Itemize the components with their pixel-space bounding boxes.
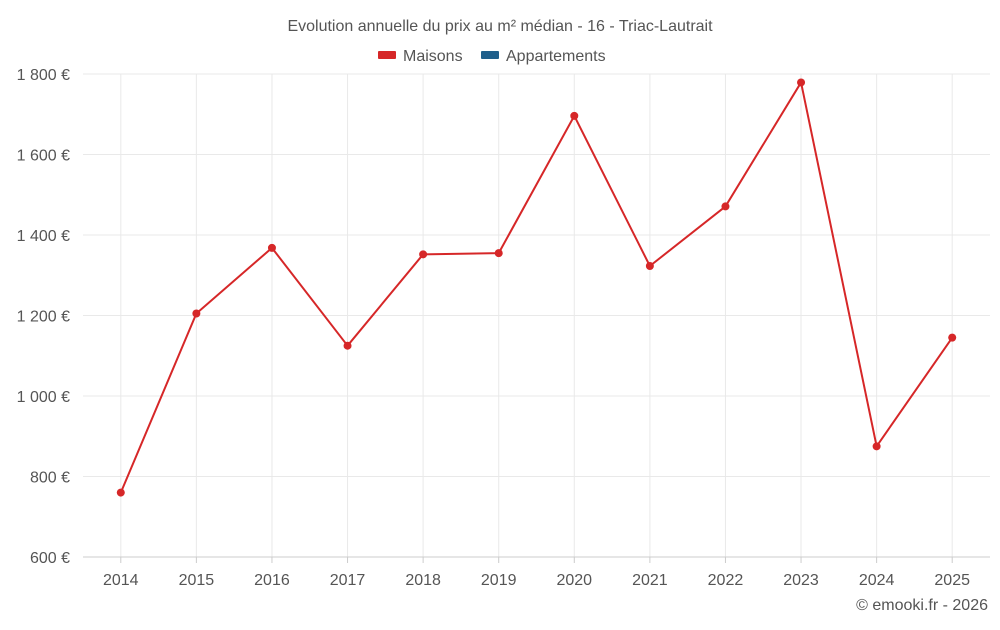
data-point-maisons[interactable] [192, 309, 201, 318]
y-gridlines [83, 73, 990, 477]
y-tick-label: 1 400 € [17, 228, 70, 245]
series-maisons [116, 78, 957, 497]
data-point-maisons[interactable] [267, 243, 276, 252]
y-tick-label: 800 € [30, 470, 70, 487]
credit-text: © emooki.fr - 2026 [856, 597, 988, 614]
x-gridlines [120, 74, 953, 557]
chart-title: Evolution annuelle du prix au m² médian … [287, 18, 713, 35]
legend-swatch-appartements [481, 51, 499, 59]
x-tick-label: 2021 [632, 572, 668, 589]
y-tick-label: 1 600 € [17, 148, 70, 165]
y-axis-ticks: 600 € 800 € 1 000 € 1 200 € 1 400 € 1 600 € 1 … [17, 67, 70, 567]
legend-label-maisons[interactable]: Maisons [403, 48, 463, 65]
data-point-maisons[interactable] [645, 261, 654, 270]
x-tick-label: 2020 [556, 572, 592, 589]
data-point-maisons[interactable] [721, 202, 730, 211]
x-axis-ticks: 2014 2015 2016 2017 2018 2019 2020 2021 2022 2023… [103, 557, 970, 589]
y-tick-label: 600 € [30, 550, 70, 567]
data-point-maisons[interactable] [494, 249, 503, 258]
y-tick-label: 1 800 € [17, 67, 70, 84]
legend-swatch-maisons [378, 51, 396, 59]
data-point-maisons[interactable] [948, 333, 957, 342]
data-point-maisons[interactable] [116, 488, 125, 497]
x-tick-label: 2016 [254, 572, 290, 589]
x-tick-label: 2018 [405, 572, 441, 589]
data-point-maisons[interactable] [570, 111, 579, 120]
data-point-maisons[interactable] [797, 78, 806, 87]
y-tick-label: 1 000 € [17, 389, 70, 406]
legend: Maisons Appartements [378, 48, 606, 65]
legend-label-appartements[interactable]: Appartements [506, 48, 606, 65]
x-tick-label: 2019 [481, 572, 517, 589]
x-tick-label: 2024 [859, 572, 895, 589]
x-tick-label: 2023 [783, 572, 819, 589]
y-tick-label: 1 200 € [17, 309, 70, 326]
data-point-maisons[interactable] [343, 341, 352, 350]
x-tick-label: 2025 [934, 572, 970, 589]
data-point-maisons[interactable] [419, 250, 428, 259]
x-tick-label: 2015 [179, 572, 215, 589]
series-line-maisons [119, 81, 954, 493]
data-point-maisons[interactable] [872, 442, 881, 451]
x-tick-label: 2017 [330, 572, 366, 589]
x-tick-label: 2022 [708, 572, 744, 589]
x-tick-label: 2014 [103, 572, 139, 589]
